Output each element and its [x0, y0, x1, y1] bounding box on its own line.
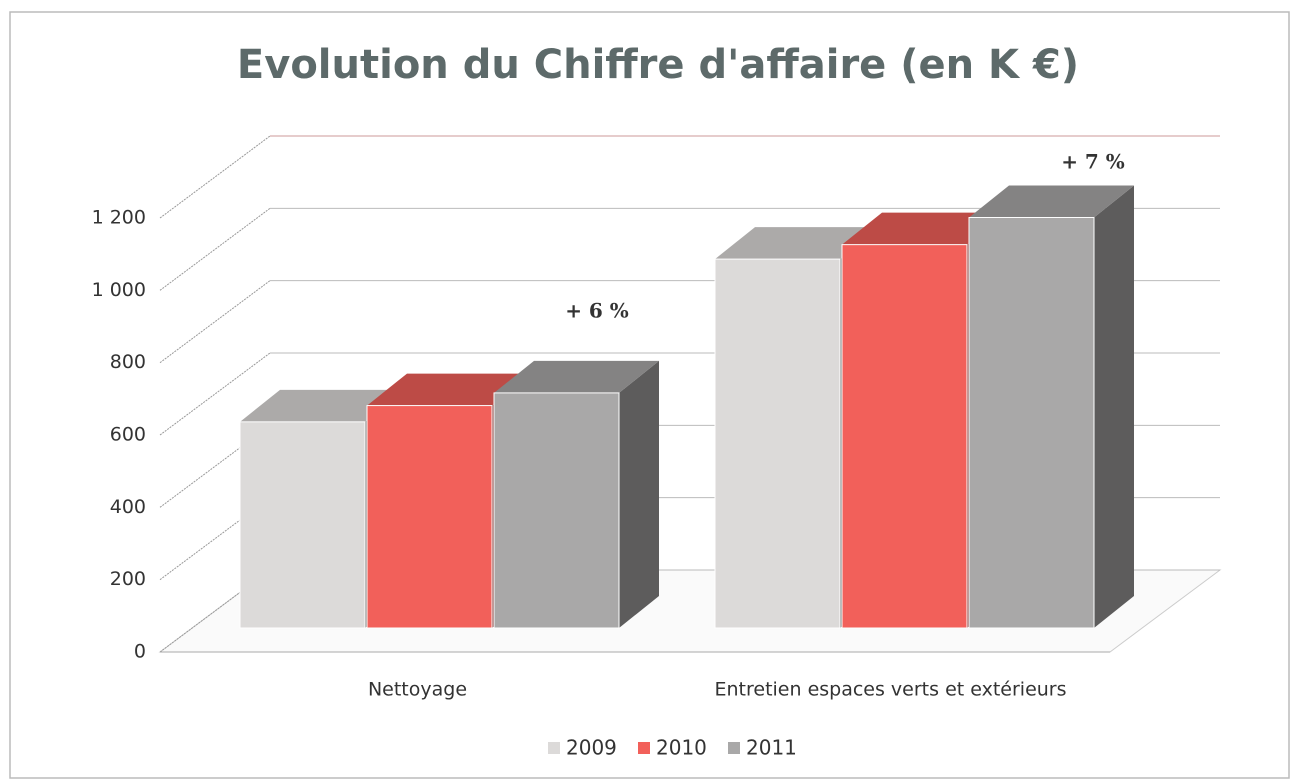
y-tick-label: 400: [110, 496, 146, 518]
side-grid-line: [159, 352, 271, 436]
legend-swatch: [638, 742, 650, 754]
bar: [493, 392, 620, 629]
bar-top: [969, 185, 1134, 218]
annotation: + 7 %: [1061, 150, 1125, 174]
bar-top: [715, 227, 880, 260]
bar: [366, 405, 493, 629]
bar-side: [619, 360, 659, 628]
bar: [841, 244, 968, 629]
chart-title: Evolution du Chiffre d'affaire (en K €): [237, 42, 1079, 88]
side-grid-line: [159, 135, 271, 219]
side-grid-line: [159, 207, 271, 291]
side-grid-line: [159, 280, 271, 364]
x-tick-label: Nettoyage: [368, 679, 467, 701]
bar: [714, 258, 841, 629]
bar-top: [842, 212, 1007, 245]
bar-side: [1094, 185, 1134, 628]
annotation: + 6 %: [565, 299, 629, 323]
legend-label: 2009: [566, 736, 617, 760]
bar: [239, 421, 366, 629]
bar: [968, 217, 1095, 629]
y-tick-label: 600: [110, 424, 146, 446]
y-tick-label: 1 000: [92, 279, 146, 301]
bar-top: [367, 373, 532, 406]
legend-swatch: [548, 742, 560, 754]
legend-label: 2010: [656, 736, 707, 760]
x-tick-label: Entretien espaces verts et extérieurs: [714, 679, 1066, 701]
y-tick-label: 200: [110, 568, 146, 590]
y-tick-label: 0: [134, 641, 146, 663]
y-tick-label: 800: [110, 351, 146, 373]
legend-label: 2011: [746, 736, 797, 760]
bar-top: [494, 360, 659, 393]
bar-top: [240, 389, 405, 422]
legend-swatch: [728, 742, 740, 754]
y-tick-label: 1 200: [92, 207, 146, 229]
